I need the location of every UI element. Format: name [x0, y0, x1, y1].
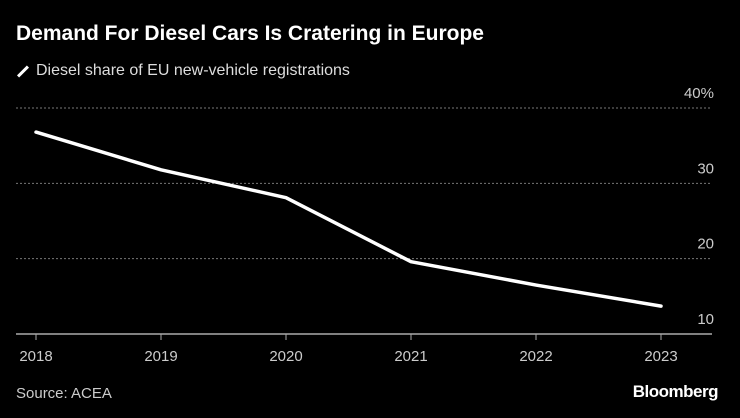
series-line — [34, 130, 663, 308]
legend: Diesel share of EU new-vehicle registrat… — [16, 62, 350, 80]
chart-title: Demand For Diesel Cars Is Cratering in E… — [16, 22, 484, 45]
y-tick-label: 30 — [697, 160, 714, 177]
y-tick-label: 40% — [684, 85, 714, 102]
x-tick-label: 2021 — [394, 348, 427, 365]
legend-label: Diesel share of EU new-vehicle registrat… — [36, 62, 350, 79]
source-note: Source: ACEA — [16, 385, 112, 402]
y-tick-label: 20 — [697, 236, 714, 253]
bloomberg-logo: Bloomberg — [632, 382, 719, 401]
y-tick-label: 10 — [697, 311, 714, 328]
x-tick-label: 2020 — [269, 348, 302, 365]
x-tick-label: 2019 — [144, 348, 177, 365]
x-tick-label: 2018 — [19, 348, 52, 365]
x-tick-label: 2022 — [519, 348, 552, 365]
x-tick-label: 2023 — [644, 348, 677, 365]
